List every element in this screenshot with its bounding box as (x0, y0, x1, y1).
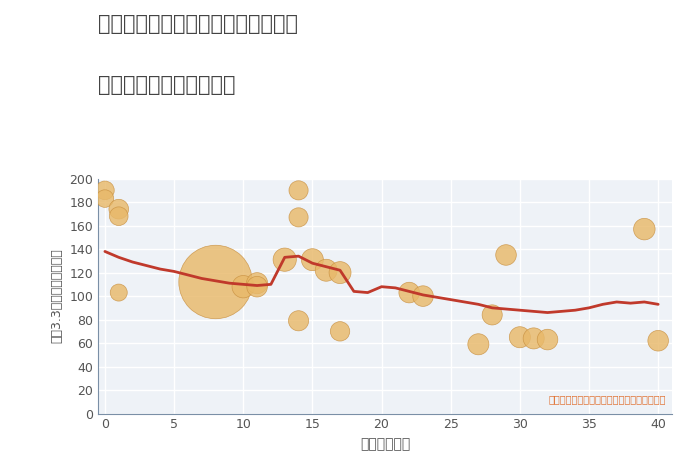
Point (335, 328, 346, 335)
Point (652, 337, 664, 345)
Point (279, 256, 290, 263)
Point (293, 213, 304, 221)
Point (293, 187, 304, 194)
Point (307, 256, 318, 263)
Point (210, 278, 221, 286)
Point (500, 251, 512, 258)
Point (486, 311, 498, 319)
Point (638, 226, 650, 233)
Point (113, 212, 125, 220)
Text: 築年数別中古戸建て価格: 築年数別中古戸建て価格 (98, 75, 235, 95)
Text: 神奈川県横浜市南区井土ヶ谷上町の: 神奈川県横浜市南区井土ヶ谷上町の (98, 14, 298, 34)
Point (251, 279, 262, 287)
Point (335, 269, 346, 276)
Point (99, 187, 111, 194)
Point (251, 283, 262, 290)
Point (542, 336, 553, 343)
Point (99, 195, 111, 203)
Point (113, 205, 125, 213)
Point (321, 266, 332, 274)
Point (404, 289, 415, 297)
Point (113, 289, 125, 297)
X-axis label: 築年数（年）: 築年数（年） (360, 437, 410, 451)
Point (237, 283, 248, 290)
Point (514, 334, 526, 341)
Y-axis label: 坪（3.3㎡）単価（万円）: 坪（3.3㎡）単価（万円） (50, 249, 64, 344)
Point (473, 340, 484, 348)
Point (528, 335, 539, 342)
Point (417, 292, 428, 300)
Point (293, 317, 304, 324)
Text: 円の大きさは、取引のあった物件面積を示す: 円の大きさは、取引のあった物件面積を示す (549, 394, 666, 404)
